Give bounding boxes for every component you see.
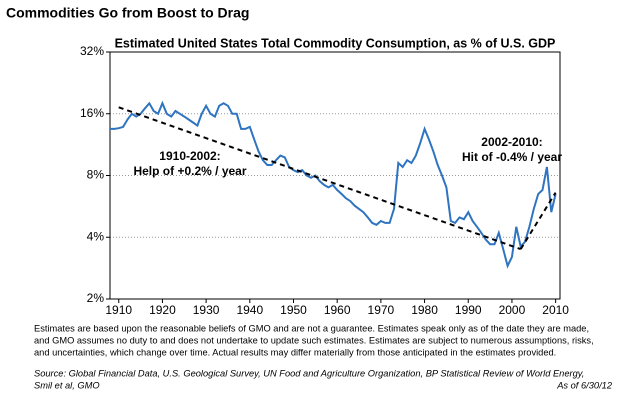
annotation: Hit of -0.4% / year [462, 150, 562, 164]
x-tick-label: 2010 [542, 303, 569, 317]
x-tick-label: 1970 [368, 303, 395, 317]
y-tick-label: 16% [80, 106, 104, 120]
x-tick-label: 1940 [236, 303, 263, 317]
x-tick-label: 1990 [455, 303, 482, 317]
y-tick-label: 4% [87, 229, 105, 243]
disclaimer: Estimates are based upon the reasonable … [34, 323, 589, 333]
source: Smil et al, GMO [34, 380, 100, 390]
x-tick-label: 1960 [324, 303, 351, 317]
as-of: As of 6/30/12 [556, 380, 613, 390]
trend-line [519, 192, 557, 250]
x-tick-label: 1910 [105, 303, 132, 317]
y-tick-label: 2% [87, 291, 105, 305]
y-tick-label: 8% [87, 168, 105, 182]
annotation: 1910-2002: [159, 149, 220, 163]
x-tick-label: 1930 [193, 303, 220, 317]
x-tick-label: 2000 [499, 303, 526, 317]
annotation: 2002-2010: [481, 135, 542, 149]
annotation: Help of +0.2% / year [133, 164, 246, 178]
header: Commodities Go from Boost to Drag [6, 5, 249, 21]
x-tick-label: 1950 [280, 303, 307, 317]
source: Source: Global Financial Data, U.S. Geol… [34, 368, 584, 378]
y-tick-label: 32% [80, 44, 104, 58]
data-line [110, 100, 557, 269]
x-tick-label: 1920 [149, 303, 176, 317]
trend-line [118, 106, 522, 251]
disclaimer: and uncertainties, which change over tim… [34, 347, 556, 357]
x-tick-label: 1980 [411, 303, 438, 317]
chart-title: Estimated United States Total Commodity … [115, 36, 556, 50]
plot-frame [109, 51, 561, 300]
disclaimer: and GMO assumes no duty to and does not … [34, 335, 594, 345]
